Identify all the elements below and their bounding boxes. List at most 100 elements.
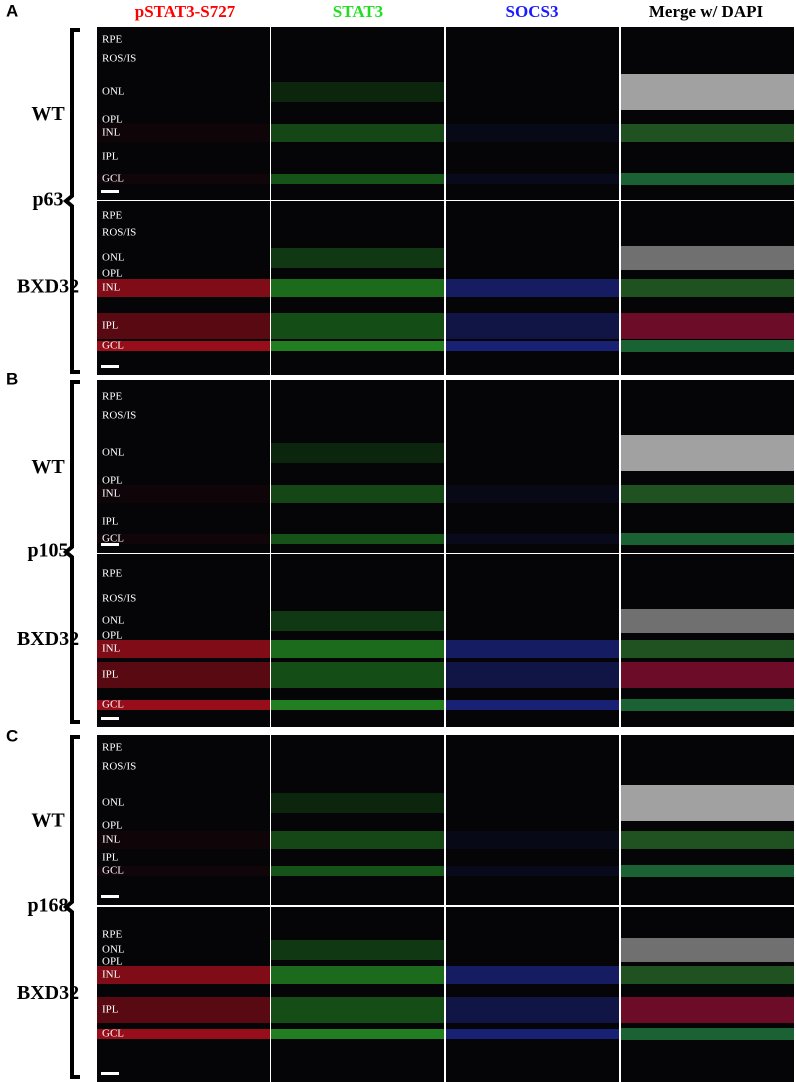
stain-band: [621, 74, 794, 110]
stain-band: [271, 866, 444, 876]
bracket: [62, 28, 80, 374]
layer-label: OPL: [102, 475, 123, 487]
layer-label: RPE: [102, 742, 122, 754]
stain-band: [621, 966, 794, 984]
micrograph: [621, 27, 794, 200]
layer-label: RPE: [102, 34, 122, 46]
stain-band: [621, 997, 794, 1023]
micrograph: [446, 27, 619, 200]
stain-band: [446, 279, 619, 297]
micrograph: [446, 735, 619, 905]
layer-label: RPE: [102, 568, 122, 580]
stain-band: [621, 609, 794, 633]
layer-label: ROS/IS: [102, 227, 136, 239]
stain-band: [97, 124, 270, 142]
layer-label: ROS/IS: [102, 53, 136, 65]
layer-label: IPL: [102, 516, 119, 528]
scale-bar: [101, 1072, 119, 1075]
stain-band: [271, 82, 444, 102]
layer-label: ONL: [102, 797, 125, 809]
age-label: p105: [27, 540, 68, 562]
stain-band: [446, 313, 619, 339]
age-label: p63: [32, 189, 63, 211]
stain-band: [621, 340, 794, 352]
stain-band: [446, 997, 619, 1023]
stain-band: [97, 279, 270, 297]
layer-label: GCL: [102, 1028, 124, 1040]
stain-band: [97, 640, 270, 658]
panel-letter: A: [6, 1, 18, 20]
stain-band: [271, 640, 444, 658]
stain-band: [271, 174, 444, 184]
layer-label: GCL: [102, 173, 124, 185]
column-header: STAT3: [333, 2, 383, 21]
stain-band: [271, 341, 444, 351]
stain-band: [621, 699, 794, 711]
stain-band: [271, 534, 444, 544]
stain-band: [446, 700, 619, 710]
layer-label: INL: [102, 282, 121, 294]
layer-label: INL: [102, 643, 121, 655]
bracket: [62, 380, 80, 724]
stain-band: [271, 485, 444, 503]
layer-label: INL: [102, 969, 121, 981]
stain-band: [97, 485, 270, 503]
micrograph: [446, 554, 619, 727]
micrograph: [97, 735, 270, 905]
stain-band: [621, 785, 794, 821]
layer-label: ONL: [102, 615, 125, 627]
stain-band: [621, 313, 794, 339]
micrograph: [97, 380, 270, 553]
layer-label: OPL: [102, 820, 123, 832]
stain-band: [621, 938, 794, 962]
layer-label: ROS/IS: [102, 761, 136, 773]
scale-bar: [101, 717, 119, 720]
stain-band: [446, 1029, 619, 1039]
layer-label: RPE: [102, 391, 122, 403]
layer-label: OPL: [102, 114, 123, 126]
micrograph: [446, 380, 619, 553]
micrograph: [271, 380, 444, 553]
stain-band: [446, 174, 619, 184]
genotype-label: BXD32: [17, 628, 79, 650]
scale-bar: [101, 543, 119, 546]
column-header: Merge w/ DAPI: [649, 2, 764, 21]
layer-label: ROS/IS: [102, 593, 136, 605]
micrograph: [97, 907, 270, 1082]
stain-band: [97, 313, 270, 339]
stain-band: [271, 248, 444, 268]
stain-band: [271, 997, 444, 1023]
genotype-label: WT: [31, 103, 65, 125]
layer-label: OPL: [102, 956, 123, 968]
layer-label: ONL: [102, 86, 125, 98]
genotype-label: WT: [31, 456, 65, 478]
layer-label: RPE: [102, 210, 122, 222]
stain-band: [97, 174, 270, 184]
bracket: [62, 735, 80, 1079]
layer-label: ONL: [102, 944, 125, 956]
stain-band: [97, 966, 270, 984]
stain-band: [271, 831, 444, 849]
stain-band: [271, 700, 444, 710]
layer-label: IPL: [102, 320, 119, 332]
layer-label: IPL: [102, 669, 119, 681]
stain-band: [446, 866, 619, 876]
layer-label: RPE: [102, 929, 122, 941]
layer-label: INL: [102, 127, 121, 139]
stain-band: [97, 997, 270, 1023]
column-header: pSTAT3-S727: [135, 2, 236, 21]
micrograph: [446, 907, 619, 1082]
stain-band: [621, 246, 794, 270]
stain-band: [271, 443, 444, 463]
micrograph: [271, 907, 444, 1082]
stain-band: [271, 1029, 444, 1039]
stain-band: [621, 1028, 794, 1040]
layer-label: GCL: [102, 699, 124, 711]
stain-band: [621, 173, 794, 185]
genotype-label: BXD32: [17, 982, 79, 1004]
stain-band: [621, 662, 794, 688]
stain-band: [97, 1029, 270, 1039]
stain-band: [446, 534, 619, 544]
scale-bar: [101, 895, 119, 898]
